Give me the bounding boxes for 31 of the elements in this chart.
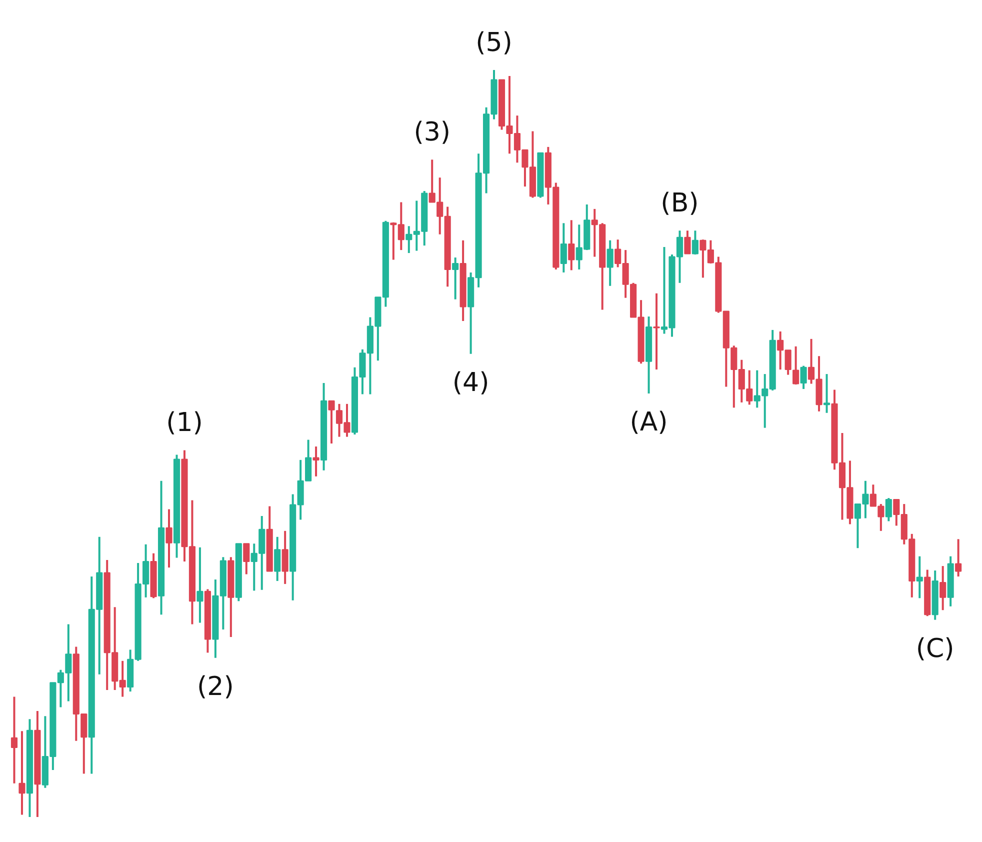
candlestick [684,230,691,255]
candlestick [560,222,567,274]
candlestick [166,508,172,569]
annotation: (A) [630,407,668,438]
candlestick [328,400,335,445]
annotation: (C) [916,634,954,664]
annotation: (2) [197,672,234,702]
candlestick [792,345,800,386]
candlestick [282,530,288,585]
candlestick [916,555,923,600]
annotation: (3) [414,118,451,148]
annotation: (5) [476,28,512,58]
candlestick [196,546,204,624]
candlestick [452,256,459,300]
candlestick [823,373,830,414]
candlestick [940,565,946,612]
annotation: (1) [166,408,203,438]
candlestick [312,446,320,478]
candlestick [274,536,281,582]
candlestick [568,219,575,272]
candlestick [885,497,892,522]
candlestick [653,292,660,371]
annotation: (4) [452,368,490,398]
candlestick [800,364,807,390]
candlestick [692,230,698,256]
candlestick [18,730,26,816]
candlestick [243,542,250,576]
annotation: (B) [660,188,699,219]
candlestick [10,696,18,784]
candlestick [606,239,614,287]
candlestick [955,538,962,578]
